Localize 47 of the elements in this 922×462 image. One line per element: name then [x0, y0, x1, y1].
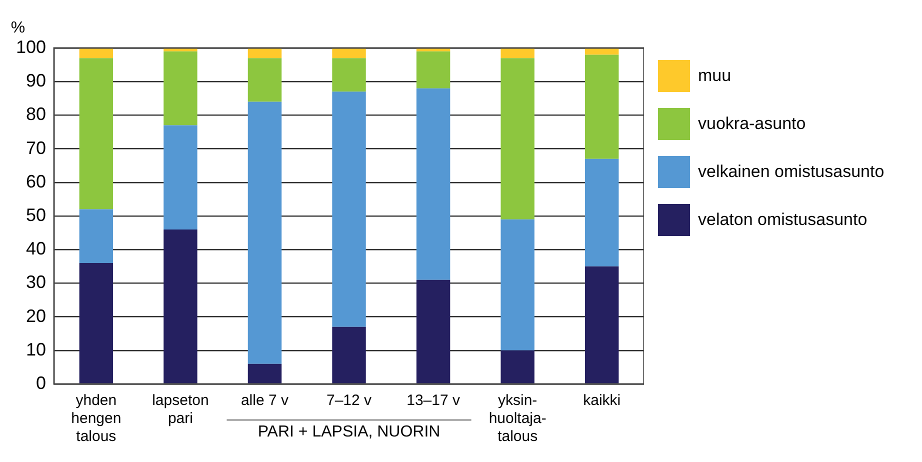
- bar: [585, 158, 619, 266]
- x-tick-label: yksin- huoltaja- talous: [488, 392, 546, 446]
- y-axis-title: %: [10, 19, 26, 36]
- bar: [500, 58, 534, 220]
- bar: [585, 266, 619, 384]
- bar: [332, 92, 366, 327]
- x-tick-label: 13–17 v: [406, 392, 460, 410]
- bar: [79, 263, 114, 384]
- x-tick-label: alle 7 v: [240, 392, 289, 410]
- y-tick-label: 0: [36, 372, 46, 393]
- y-tick-label: 30: [26, 272, 46, 292]
- bar: [500, 350, 534, 384]
- bar: [500, 48, 534, 58]
- y-tick-label: 80: [26, 104, 46, 124]
- bar: [79, 209, 114, 264]
- y-tick-label: 20: [26, 306, 46, 326]
- bar: [332, 48, 366, 58]
- bar: [248, 58, 282, 102]
- legend-label: velaton omistusasunto: [698, 210, 868, 230]
- bar: [79, 58, 114, 210]
- bar: [416, 88, 450, 280]
- bar: [500, 219, 534, 350]
- bar: [585, 54, 619, 159]
- x-tick-label: 7–12 v: [326, 392, 372, 410]
- y-tick-label: 100: [16, 36, 46, 57]
- bar: [248, 102, 282, 364]
- bar: [416, 51, 450, 88]
- bar: [164, 125, 198, 230]
- x-tick-label: yhden hengen talous: [71, 392, 122, 446]
- bar: [332, 58, 366, 92]
- y-tick-label: 70: [26, 138, 46, 158]
- y-tick-label: 10: [26, 339, 46, 360]
- legend-label: velkainen omistusasunto: [698, 162, 884, 182]
- bar: [164, 229, 198, 384]
- legend-label: vuokra-asunto: [698, 114, 806, 134]
- y-tick-label: 60: [26, 171, 46, 192]
- y-tick-label: 50: [26, 204, 46, 225]
- text: PARI + LAPSIA, NUORIN: [258, 423, 440, 440]
- x-tick-label: lapseton pari: [152, 392, 209, 428]
- x-tick-label: kaikki: [583, 392, 621, 410]
- y-tick-label: 40: [26, 238, 46, 259]
- bar: [164, 51, 198, 126]
- bar: [332, 326, 366, 384]
- bar: [248, 364, 282, 384]
- legend-label: muu: [698, 66, 732, 86]
- bar: [416, 280, 450, 384]
- y-tick-label: 90: [26, 70, 46, 91]
